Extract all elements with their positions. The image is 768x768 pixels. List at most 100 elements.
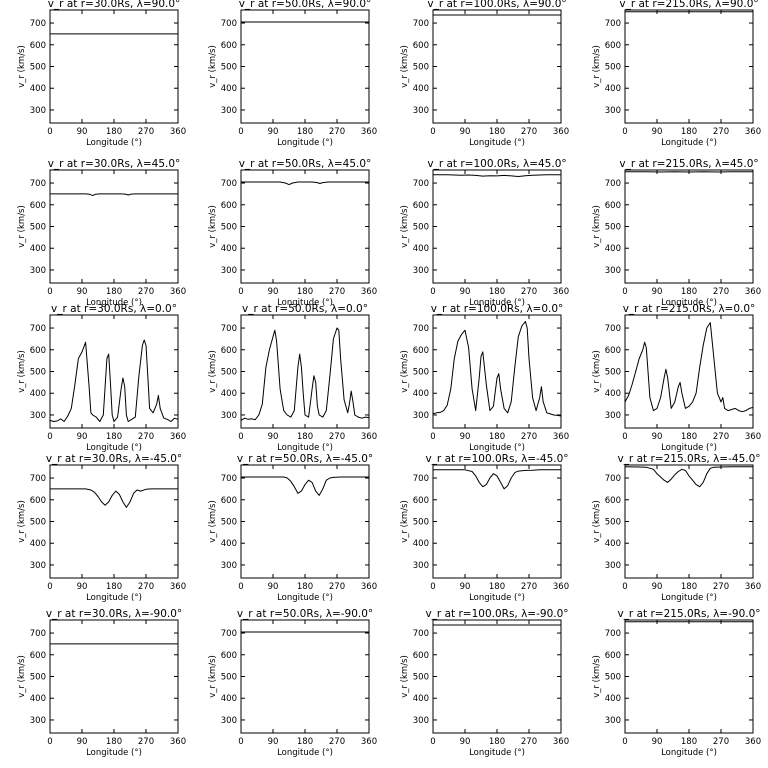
x-tick-label: 270 <box>329 432 345 442</box>
y-tick-label: 600 <box>221 496 237 506</box>
y-tick-label: 400 <box>30 244 46 254</box>
y-tick-label: 400 <box>221 539 237 549</box>
y-tick-label: 300 <box>30 716 46 726</box>
x-tick-label: 90 <box>77 127 88 137</box>
x-axis-label: Longitude (°) <box>469 443 525 453</box>
y-tick-label: 600 <box>413 496 429 506</box>
y-tick-label: 700 <box>221 629 237 639</box>
chart-title: v_r at r=215.0Rs, λ=-45.0° <box>617 453 760 465</box>
x-tick-label: 180 <box>489 582 505 592</box>
x-tick-label: 180 <box>297 287 313 297</box>
x-tick-label: 90 <box>268 582 279 592</box>
y-tick-label: 500 <box>30 223 46 233</box>
x-tick-label: 0 <box>430 582 435 592</box>
x-axis-label: Longitude (°) <box>86 443 142 453</box>
y-axis-label: v_r (km/s) <box>208 655 218 698</box>
y-tick-label: 400 <box>221 244 237 254</box>
y-axis-label: v_r (km/s) <box>208 45 218 88</box>
chart-title: v_r at r=30.0Rs, λ=-90.0° <box>46 608 182 620</box>
x-tick-label: 360 <box>361 737 377 747</box>
y-tick-label: 600 <box>221 201 237 211</box>
x-axis-label: Longitude (°) <box>661 748 717 758</box>
x-tick-label: 180 <box>489 127 505 137</box>
y-tick-label: 700 <box>605 19 621 29</box>
plot-frame <box>240 9 370 124</box>
x-tick-label: 360 <box>170 127 186 137</box>
x-tick-label: 270 <box>713 127 729 137</box>
plot-frame <box>240 169 370 284</box>
y-tick-label: 600 <box>413 346 429 356</box>
x-tick-label: 90 <box>652 737 663 747</box>
y-axis-label: v_r (km/s) <box>592 655 602 698</box>
chart-panel: v_r at r=100.0Rs, λ=0.0° 0 90 180 270 360 300 4… <box>400 303 569 453</box>
y-axis-label: v_r (km/s) <box>400 500 410 543</box>
plot-frame <box>240 464 370 579</box>
x-tick-label: 90 <box>460 737 471 747</box>
chart-panel: v_r at r=50.0Rs, λ=90.0° 0 90 180 270 360 300 4… <box>208 0 377 148</box>
chart-panel: v_r at r=100.0Rs, λ=90.0° 0 90 180 270 360 300… <box>400 0 569 148</box>
x-tick-label: 270 <box>521 737 537 747</box>
x-tick-label: 360 <box>170 582 186 592</box>
series-line <box>433 469 561 490</box>
x-axis-label: Longitude (°) <box>277 138 333 148</box>
chart-panel: v_r at r=30.0Rs, λ=45.0° 0 90 180 270 360 300 4… <box>17 158 186 308</box>
plot-frame <box>49 619 179 734</box>
y-tick-label: 300 <box>605 561 621 571</box>
x-tick-label: 360 <box>170 737 186 747</box>
x-axis-label: Longitude (°) <box>469 138 525 148</box>
x-tick-label: 0 <box>622 127 627 137</box>
chart-title: v_r at r=50.0Rs, λ=45.0° <box>239 158 372 170</box>
y-axis-label: v_r (km/s) <box>17 655 27 698</box>
x-tick-label: 0 <box>47 287 52 297</box>
y-tick-label: 500 <box>413 368 429 378</box>
x-tick-label: 180 <box>297 582 313 592</box>
x-tick-label: 360 <box>745 432 761 442</box>
plot-frame <box>624 9 754 124</box>
chart-title: v_r at r=50.0Rs, λ=90.0° <box>239 0 372 10</box>
x-tick-label: 90 <box>77 432 88 442</box>
y-tick-label: 600 <box>605 496 621 506</box>
x-axis-label: Longitude (°) <box>277 748 333 758</box>
y-tick-label: 300 <box>221 561 237 571</box>
plot-frame <box>624 464 754 579</box>
y-tick-label: 600 <box>413 41 429 51</box>
y-axis-label: v_r (km/s) <box>400 205 410 248</box>
y-axis-label: v_r (km/s) <box>208 205 218 248</box>
chart-title: v_r at r=30.0Rs, λ=90.0° <box>48 0 181 10</box>
y-tick-label: 600 <box>221 651 237 661</box>
y-tick-label: 500 <box>30 673 46 683</box>
y-tick-label: 700 <box>30 19 46 29</box>
plot-frame <box>432 9 562 124</box>
chart-panel: v_r at r=215.0Rs, λ=45.0° 0 90 180 270 360 300… <box>592 158 761 308</box>
x-tick-label: 90 <box>460 287 471 297</box>
y-tick-label: 400 <box>605 84 621 94</box>
x-tick-label: 360 <box>745 287 761 297</box>
y-tick-label: 400 <box>605 694 621 704</box>
x-tick-label: 90 <box>77 582 88 592</box>
chart-title: v_r at r=100.0Rs, λ=-90.0° <box>425 608 568 620</box>
x-tick-label: 0 <box>47 737 52 747</box>
x-tick-label: 360 <box>553 287 569 297</box>
y-tick-label: 300 <box>413 411 429 421</box>
chart-title: v_r at r=30.0Rs, λ=0.0° <box>51 303 177 315</box>
x-tick-label: 0 <box>622 432 627 442</box>
y-tick-label: 300 <box>221 411 237 421</box>
y-tick-label: 700 <box>221 324 237 334</box>
x-axis-label: Longitude (°) <box>661 593 717 603</box>
y-tick-label: 300 <box>221 106 237 116</box>
y-tick-label: 300 <box>605 411 621 421</box>
y-tick-label: 500 <box>413 673 429 683</box>
y-tick-label: 500 <box>605 368 621 378</box>
x-tick-label: 360 <box>361 582 377 592</box>
x-tick-label: 270 <box>713 287 729 297</box>
x-tick-label: 270 <box>138 432 154 442</box>
chart-title: v_r at r=215.0Rs, λ=90.0° <box>619 0 758 10</box>
x-tick-label: 0 <box>430 287 435 297</box>
x-tick-label: 90 <box>268 287 279 297</box>
chart-title: v_r at r=100.0Rs, λ=-45.0° <box>425 453 568 465</box>
x-tick-label: 180 <box>489 287 505 297</box>
chart-title: v_r at r=215.0Rs, λ=45.0° <box>619 158 758 170</box>
chart-title: v_r at r=30.0Rs, λ=-45.0° <box>46 453 182 465</box>
x-tick-label: 270 <box>713 737 729 747</box>
